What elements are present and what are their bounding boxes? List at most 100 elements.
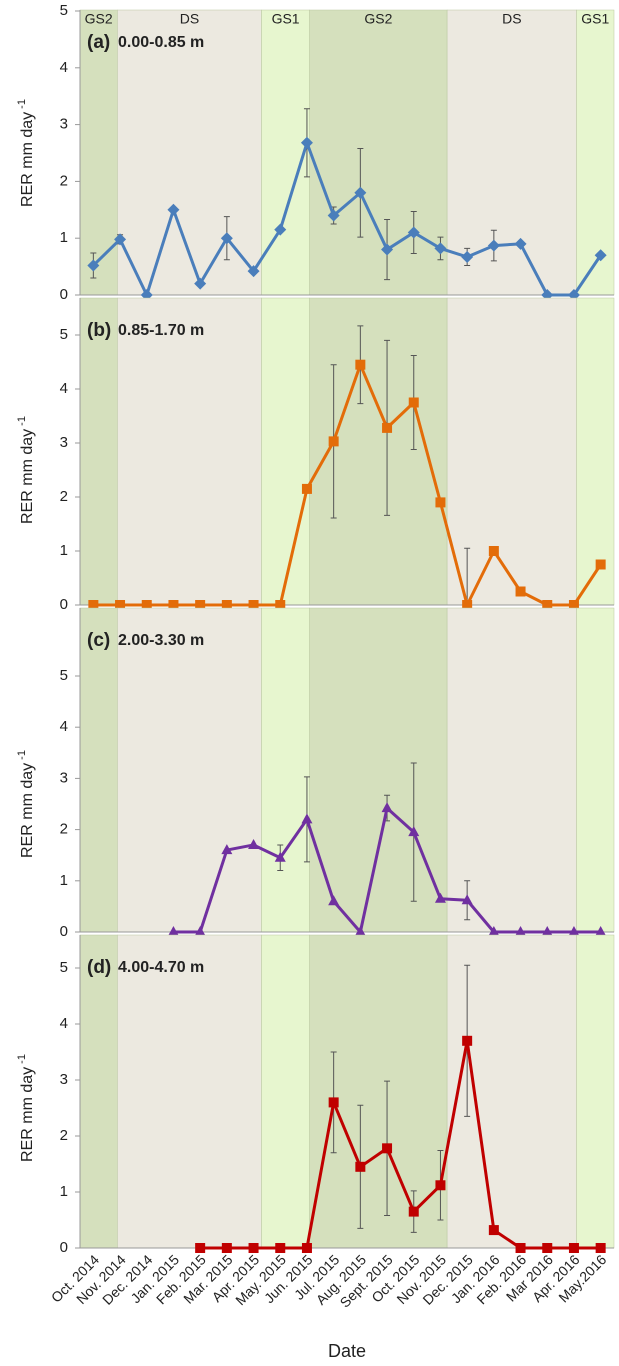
marker — [568, 926, 580, 936]
marker — [274, 223, 287, 236]
y-tick-label: 5 — [60, 959, 68, 976]
x-axis-label: Date — [328, 1341, 366, 1361]
season-band — [576, 607, 615, 933]
season-band — [446, 297, 577, 606]
season-band — [117, 9, 262, 296]
marker — [195, 600, 206, 610]
season-band — [576, 297, 615, 606]
y-axis-label: RER mm day -1 — [16, 99, 36, 207]
y-axis-label-text: RER mm day — [19, 1067, 36, 1162]
season-band — [117, 297, 262, 606]
season-band — [446, 934, 577, 1249]
y-axis-label-sup: -1 — [16, 416, 28, 426]
season-label: DS — [180, 11, 199, 27]
marker — [488, 1225, 499, 1236]
marker — [408, 1206, 419, 1217]
y-tick-label: 2 — [60, 172, 68, 189]
y-tick-label: 2 — [60, 821, 68, 838]
marker — [194, 926, 206, 936]
marker — [434, 242, 447, 255]
marker — [328, 436, 339, 447]
panel-title: 2.00-3.30 m — [118, 632, 204, 649]
marker — [434, 892, 446, 903]
y-tick-label: 0 — [60, 286, 68, 303]
marker — [514, 237, 527, 250]
marker — [487, 239, 500, 252]
marker — [568, 1243, 579, 1253]
season-band — [446, 607, 577, 933]
marker — [248, 600, 259, 610]
y-axis-label-sup: -1 — [16, 750, 28, 760]
y-tick-label: 4 — [60, 59, 68, 76]
marker — [87, 259, 100, 272]
marker — [595, 926, 607, 936]
marker — [274, 851, 286, 862]
marker — [328, 1097, 339, 1108]
data-line — [200, 1039, 601, 1250]
y-tick-label: 5 — [60, 326, 68, 343]
season-band — [309, 607, 448, 933]
marker — [354, 926, 366, 936]
y-tick-label: 4 — [60, 380, 68, 397]
y-tick-label: 1 — [60, 229, 68, 246]
marker — [220, 232, 233, 245]
marker — [435, 497, 446, 508]
marker — [515, 1243, 526, 1253]
season-band — [261, 607, 310, 933]
y-tick-label: 0 — [60, 923, 68, 940]
marker — [168, 600, 179, 610]
marker — [595, 559, 606, 570]
marker — [515, 586, 526, 597]
marker — [355, 359, 366, 370]
marker — [115, 600, 126, 610]
marker — [248, 1243, 259, 1253]
season-band — [117, 934, 262, 1249]
y-axis-label: RER mm day -1 — [16, 750, 36, 858]
season-label: DS — [502, 11, 521, 27]
season-label: GS2 — [364, 11, 392, 27]
marker — [461, 250, 474, 263]
marker — [594, 249, 607, 262]
marker — [381, 802, 393, 813]
y-tick-label: 1 — [60, 872, 68, 889]
marker — [88, 600, 99, 610]
marker — [275, 600, 286, 610]
marker — [461, 894, 473, 905]
season-label: GS1 — [581, 11, 609, 27]
season-band — [117, 607, 262, 933]
panel-label: (b) — [87, 320, 111, 341]
marker — [462, 600, 473, 610]
season-band — [309, 297, 448, 606]
panel-label: (a) — [87, 32, 110, 53]
marker — [167, 926, 179, 936]
marker — [381, 243, 394, 256]
marker — [221, 600, 232, 610]
panel-label: (d) — [87, 957, 111, 978]
marker — [301, 1243, 312, 1253]
marker — [515, 926, 527, 936]
y-tick-label: 3 — [60, 1071, 68, 1088]
marker — [195, 1243, 206, 1253]
y-axis-label: RER mm day -1 — [16, 416, 36, 524]
panel-title: 0.00-0.85 m — [118, 34, 204, 51]
marker — [355, 1161, 366, 1172]
y-axis-label-sup: -1 — [16, 99, 28, 109]
marker — [541, 926, 553, 936]
y-axis-label: RER mm day -1 — [16, 1054, 36, 1162]
marker — [462, 1035, 473, 1046]
marker — [595, 1243, 606, 1253]
y-tick-label: 4 — [60, 1015, 68, 1032]
marker — [408, 397, 419, 408]
season-band — [79, 607, 118, 933]
marker — [542, 600, 553, 610]
y-axis-label-text: RER mm day — [19, 763, 36, 858]
marker — [568, 600, 579, 610]
y-tick-label: 0 — [60, 1239, 68, 1256]
marker — [408, 826, 420, 837]
marker — [354, 186, 367, 199]
y-tick-label: 1 — [60, 1183, 68, 1200]
y-tick-label: 2 — [60, 1127, 68, 1144]
y-axis-label-text: RER mm day — [19, 429, 36, 524]
season-band — [576, 9, 615, 296]
marker — [382, 422, 393, 433]
